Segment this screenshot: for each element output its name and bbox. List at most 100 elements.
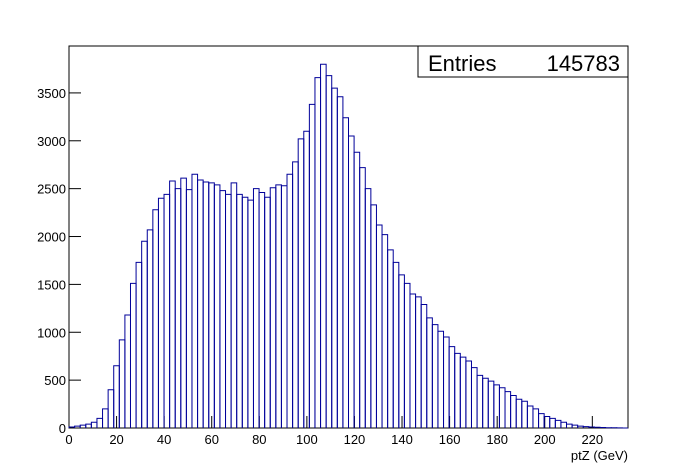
x-tick-label: 100 (296, 432, 318, 447)
histogram-bin (264, 196, 271, 428)
histogram-bin (526, 405, 534, 428)
histogram-bin (135, 261, 143, 428)
histogram-bin (353, 151, 361, 428)
histogram-bin (107, 389, 115, 428)
histogram-bin (465, 360, 472, 428)
histogram-bin (208, 182, 215, 428)
stats-value: 145783 (547, 51, 620, 76)
histogram-bin (398, 274, 405, 428)
histogram-bin (169, 180, 176, 428)
histogram-bin (308, 103, 316, 428)
histogram-bin (392, 261, 400, 428)
histogram-bin (314, 77, 322, 428)
histogram-bin (275, 184, 282, 428)
histogram-bin (359, 167, 366, 428)
histogram-bin (549, 417, 556, 428)
histogram-bin (403, 282, 411, 428)
histogram-bin (325, 75, 333, 428)
histogram-bin (443, 336, 450, 428)
histogram-bin (554, 419, 562, 428)
histogram-bin (454, 352, 461, 428)
x-tick-label: 20 (109, 432, 123, 447)
histogram-bin (459, 356, 467, 428)
histogram-bin (286, 173, 294, 428)
histogram-bin (124, 314, 131, 428)
histogram-bin (320, 63, 327, 428)
y-tick-label: 1000 (37, 325, 66, 340)
histogram-bin (415, 296, 422, 428)
histogram-bin (342, 117, 349, 428)
histogram-bin (448, 346, 456, 428)
histogram-bin (280, 185, 288, 428)
histogram-bin (370, 204, 377, 428)
x-tick-label: 60 (204, 432, 218, 447)
histogram-bin (90, 421, 98, 428)
histogram-bin (532, 408, 540, 428)
histogram-bin (252, 188, 260, 428)
histogram-bin (521, 400, 528, 428)
y-tick-label: 2000 (37, 230, 66, 245)
histogram-bin (163, 193, 171, 428)
histogram-bin (364, 188, 372, 428)
histogram-bin (510, 394, 517, 428)
histogram-bin (538, 413, 545, 428)
histogram-bin (482, 377, 489, 428)
histogram-bin (470, 367, 478, 428)
x-tick-label: 40 (157, 432, 171, 447)
histogram-bin (258, 191, 266, 428)
histogram-bin (141, 240, 148, 428)
histogram-bin (157, 197, 165, 428)
y-tick-label: 0 (59, 421, 66, 436)
y-tick-label: 3500 (37, 86, 66, 101)
histogram-bin (197, 179, 204, 428)
x-tick-label: 160 (439, 432, 461, 447)
histogram-bin (303, 130, 310, 428)
histogram-bin (420, 303, 428, 428)
histogram-bin (487, 380, 495, 428)
y-tick-label: 500 (44, 373, 66, 388)
histogram-bin (129, 282, 137, 428)
histogram-bin (476, 374, 484, 428)
histogram-bin (85, 423, 92, 428)
histogram-bin (504, 391, 512, 428)
histogram-bin (241, 196, 249, 428)
histogram-bin (146, 229, 154, 428)
x-axis-label: ptZ (GeV) (571, 448, 628, 463)
histogram-bin (375, 224, 383, 428)
histogram-bin (493, 384, 500, 428)
x-tick-label: 120 (344, 432, 366, 447)
histogram-bin (202, 181, 210, 428)
histogram-bin (269, 187, 277, 428)
histogram-bin (118, 339, 126, 428)
histogram-bin (180, 177, 187, 428)
x-tick-label: 0 (65, 432, 72, 447)
histogram-bin (515, 398, 523, 428)
histogram-bin (213, 184, 221, 428)
y-tick-label: 2500 (37, 182, 66, 197)
histogram-bin (331, 87, 338, 428)
histogram-bin (191, 173, 199, 428)
histogram-bin (437, 330, 445, 428)
x-tick-label: 140 (391, 432, 413, 447)
stats-box (417, 45, 629, 78)
y-tick-label: 3000 (37, 134, 66, 149)
histogram-bin (297, 138, 305, 428)
x-tick-label: 180 (486, 432, 508, 447)
histogram-bin (292, 161, 299, 428)
histogram-bin (230, 182, 238, 428)
histogram-bin (566, 423, 573, 428)
histogram-bin (185, 189, 193, 428)
histogram-bin (498, 387, 506, 428)
histogram-bin (381, 234, 389, 428)
histogram-bin (247, 199, 254, 428)
histogram-bin (219, 190, 227, 428)
histogram-bin (225, 193, 232, 428)
histogram-bin (336, 96, 344, 428)
histogram-bin (409, 293, 417, 428)
histogram-bin (426, 317, 433, 428)
histogram-bin (560, 421, 568, 428)
x-tick-label: 200 (534, 432, 556, 447)
histogram-bin (96, 417, 104, 428)
stats-label: Entries (428, 51, 496, 76)
